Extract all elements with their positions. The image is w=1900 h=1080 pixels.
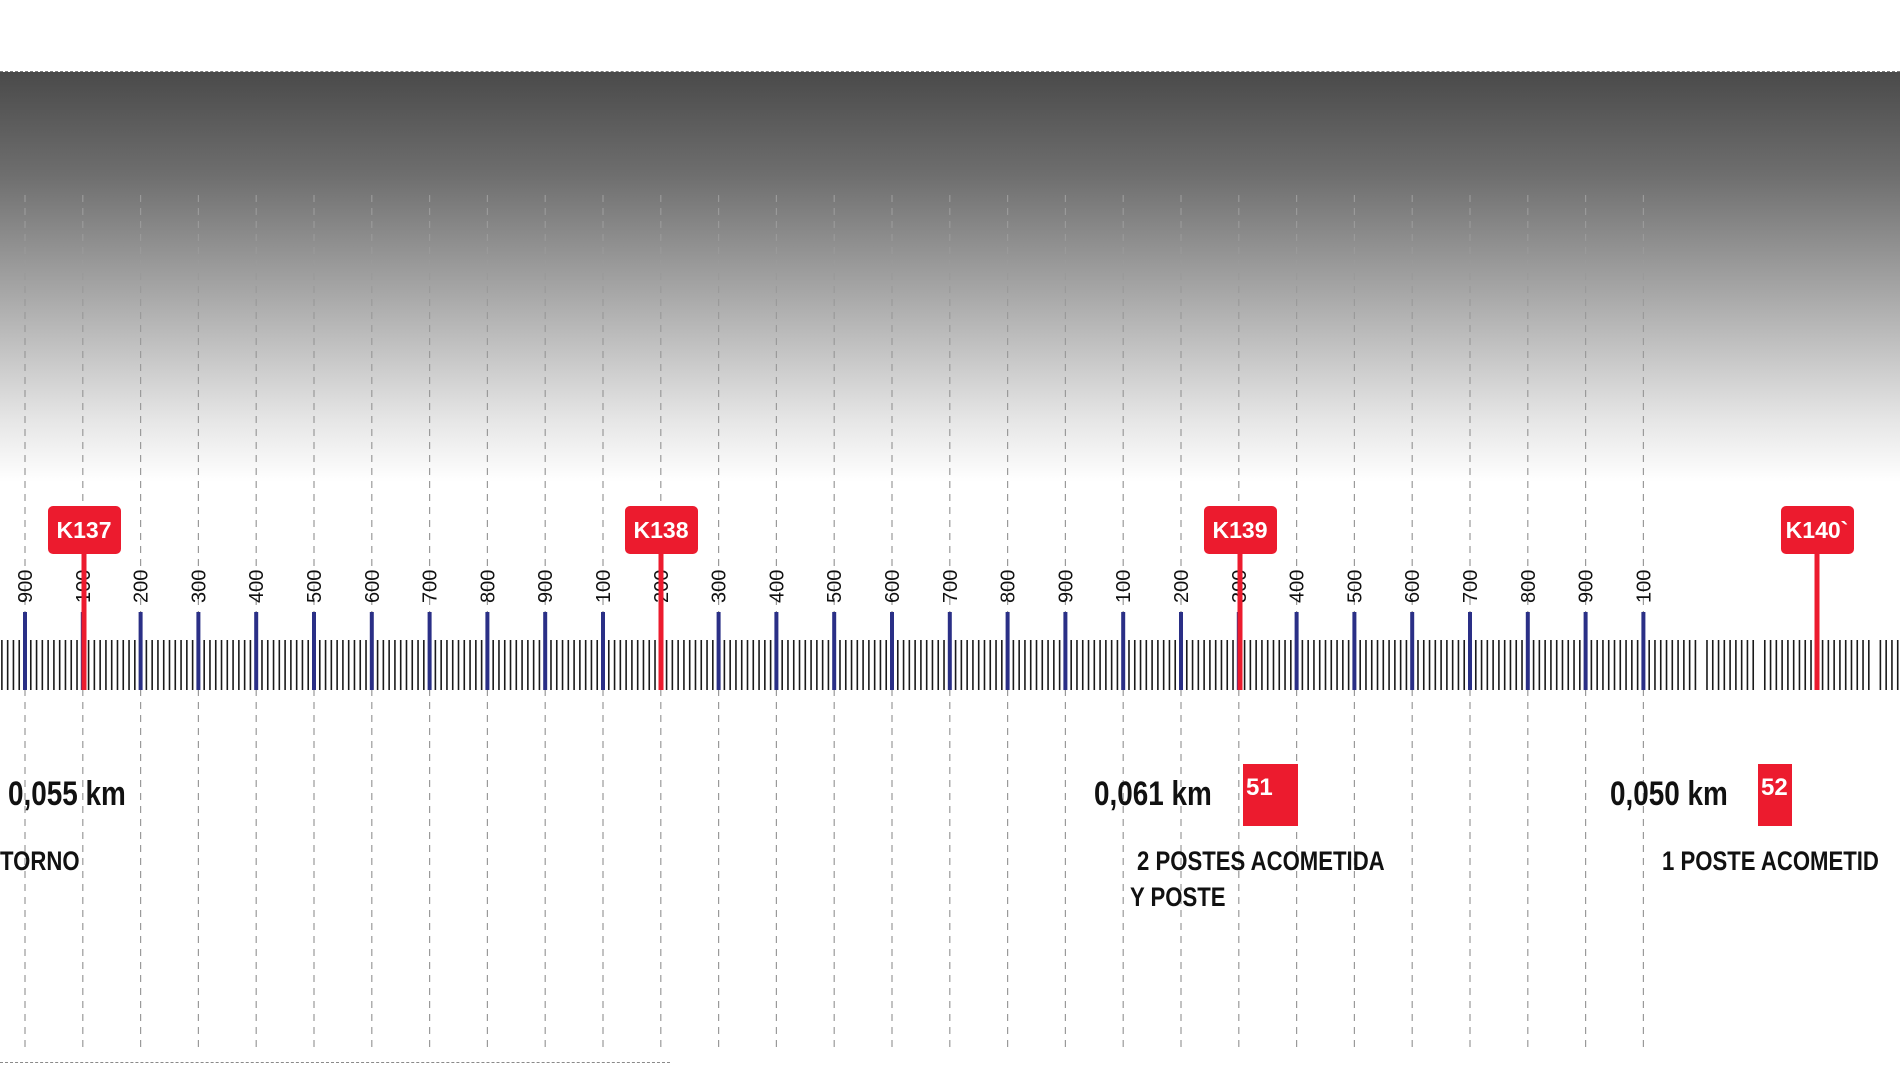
tick-label: 800	[998, 570, 1020, 603]
segment-distance-2: 0,061 km	[1094, 775, 1212, 813]
tick-label: 500	[1344, 570, 1366, 603]
tick-label: 600	[362, 570, 384, 603]
segment-badge-3: 52	[1758, 764, 1792, 826]
tick-label: 900	[1055, 570, 1077, 603]
tick-label: 400	[1287, 570, 1309, 603]
tick-label: 300	[188, 570, 210, 603]
bottom-dashed-border	[0, 1062, 670, 1063]
km-marker-box	[1781, 506, 1854, 554]
tick-label: 900	[535, 570, 557, 603]
km-marker-label: K140`	[1786, 517, 1849, 543]
tick-label: 700	[1460, 570, 1482, 603]
segment-note-2-line-2: Y POSTE	[1130, 882, 1226, 912]
tick-label: 100	[1113, 570, 1135, 603]
segment-note-2-line-1: 2 POSTES ACOMETIDA	[1137, 846, 1385, 876]
tick-label: 900	[1576, 570, 1598, 603]
km-marker-box	[1204, 506, 1277, 554]
tick-label: 800	[1518, 570, 1540, 603]
tick-label: 400	[766, 570, 788, 603]
tick-label: 300	[709, 570, 731, 603]
segment-badge-2: 51	[1243, 764, 1298, 826]
km-marker-box	[48, 506, 121, 554]
tick-label: 900	[15, 570, 37, 603]
segment-note-1-line-1: TORNO	[0, 846, 80, 876]
tick-label: 100	[593, 570, 615, 603]
tick-label: 600	[1402, 570, 1424, 603]
tick-label: 800	[477, 570, 499, 603]
km-marker-box	[625, 506, 698, 554]
tick-label: 200	[131, 570, 153, 603]
segment-note-3-line-1: 1 POSTE ACOMETID	[1662, 846, 1879, 876]
km-marker-label: K139	[1213, 517, 1268, 543]
segment-distance-1: 0,055 km	[8, 775, 126, 813]
top-dashed-border	[0, 71, 1900, 72]
tick-label: 500	[304, 570, 326, 603]
tick-label: 400	[246, 570, 268, 603]
tick-label: 600	[882, 570, 904, 603]
tick-label: 700	[420, 570, 442, 603]
segment-distance-3: 0,050 km	[1610, 775, 1728, 813]
km-marker-label: K137	[57, 517, 112, 543]
km-marker-label: K138	[634, 517, 689, 543]
tick-label: 500	[824, 570, 846, 603]
tick-label: 700	[940, 570, 962, 603]
tick-label: 200	[1171, 570, 1193, 603]
tick-label: 100	[1633, 570, 1655, 603]
